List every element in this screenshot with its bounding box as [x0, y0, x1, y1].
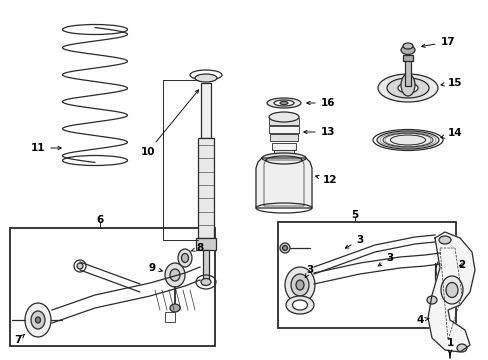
Ellipse shape: [292, 300, 307, 310]
Bar: [164, 312, 175, 322]
Ellipse shape: [390, 135, 425, 145]
Ellipse shape: [265, 156, 302, 164]
Bar: [273, 150, 293, 157]
Ellipse shape: [428, 313, 440, 323]
Ellipse shape: [31, 311, 45, 329]
Ellipse shape: [181, 253, 188, 262]
Bar: [196, 238, 216, 250]
Ellipse shape: [435, 256, 459, 284]
Ellipse shape: [178, 249, 192, 267]
Bar: [201, 83, 210, 138]
Ellipse shape: [402, 43, 412, 49]
Text: 5: 5: [351, 210, 358, 220]
Text: 6: 6: [96, 215, 103, 225]
Text: 3: 3: [377, 253, 393, 266]
Bar: [268, 126, 298, 133]
Text: 17: 17: [421, 37, 454, 48]
Ellipse shape: [400, 45, 414, 54]
Text: 2: 2: [457, 260, 465, 270]
Bar: [402, 55, 412, 61]
Text: 14: 14: [440, 128, 461, 138]
Bar: [268, 118, 298, 125]
Ellipse shape: [268, 112, 298, 122]
Text: 15: 15: [440, 78, 461, 88]
Ellipse shape: [290, 274, 308, 296]
Ellipse shape: [273, 100, 293, 106]
Text: 13: 13: [303, 127, 335, 137]
Bar: [198, 138, 214, 238]
Text: 3: 3: [305, 265, 313, 278]
Text: 3: 3: [345, 235, 363, 248]
Ellipse shape: [164, 263, 184, 287]
Ellipse shape: [445, 283, 457, 297]
Ellipse shape: [400, 74, 414, 96]
Ellipse shape: [170, 304, 180, 312]
Bar: [203, 250, 208, 280]
Ellipse shape: [285, 296, 313, 314]
Ellipse shape: [25, 303, 51, 337]
Polygon shape: [256, 158, 311, 208]
Ellipse shape: [170, 269, 180, 281]
Bar: [269, 134, 297, 141]
Ellipse shape: [377, 74, 437, 102]
Ellipse shape: [285, 267, 314, 303]
Bar: [271, 143, 295, 150]
Text: 9: 9: [148, 263, 162, 273]
Ellipse shape: [282, 246, 287, 251]
Text: 1: 1: [446, 338, 453, 348]
Ellipse shape: [266, 98, 301, 108]
Text: 8: 8: [190, 243, 203, 253]
Ellipse shape: [262, 153, 305, 163]
Ellipse shape: [201, 279, 210, 285]
Text: 10: 10: [140, 90, 198, 157]
Bar: [10, 228, 215, 346]
Ellipse shape: [77, 263, 83, 269]
Bar: [278, 222, 455, 328]
Text: 4: 4: [415, 315, 428, 325]
Text: 16: 16: [306, 98, 335, 108]
Bar: [404, 58, 410, 86]
Ellipse shape: [426, 296, 436, 304]
Text: 11: 11: [31, 143, 61, 153]
Text: 12: 12: [315, 175, 337, 185]
Ellipse shape: [440, 261, 454, 279]
Ellipse shape: [36, 317, 41, 323]
Text: 7: 7: [14, 334, 24, 345]
Ellipse shape: [376, 131, 438, 149]
Ellipse shape: [386, 78, 428, 98]
Ellipse shape: [295, 280, 304, 290]
Ellipse shape: [397, 83, 417, 93]
Polygon shape: [427, 232, 474, 352]
Ellipse shape: [456, 344, 466, 352]
Ellipse shape: [280, 243, 289, 253]
Ellipse shape: [445, 267, 449, 273]
Ellipse shape: [440, 276, 462, 304]
Ellipse shape: [195, 74, 217, 82]
Ellipse shape: [438, 236, 450, 244]
Ellipse shape: [280, 102, 287, 104]
